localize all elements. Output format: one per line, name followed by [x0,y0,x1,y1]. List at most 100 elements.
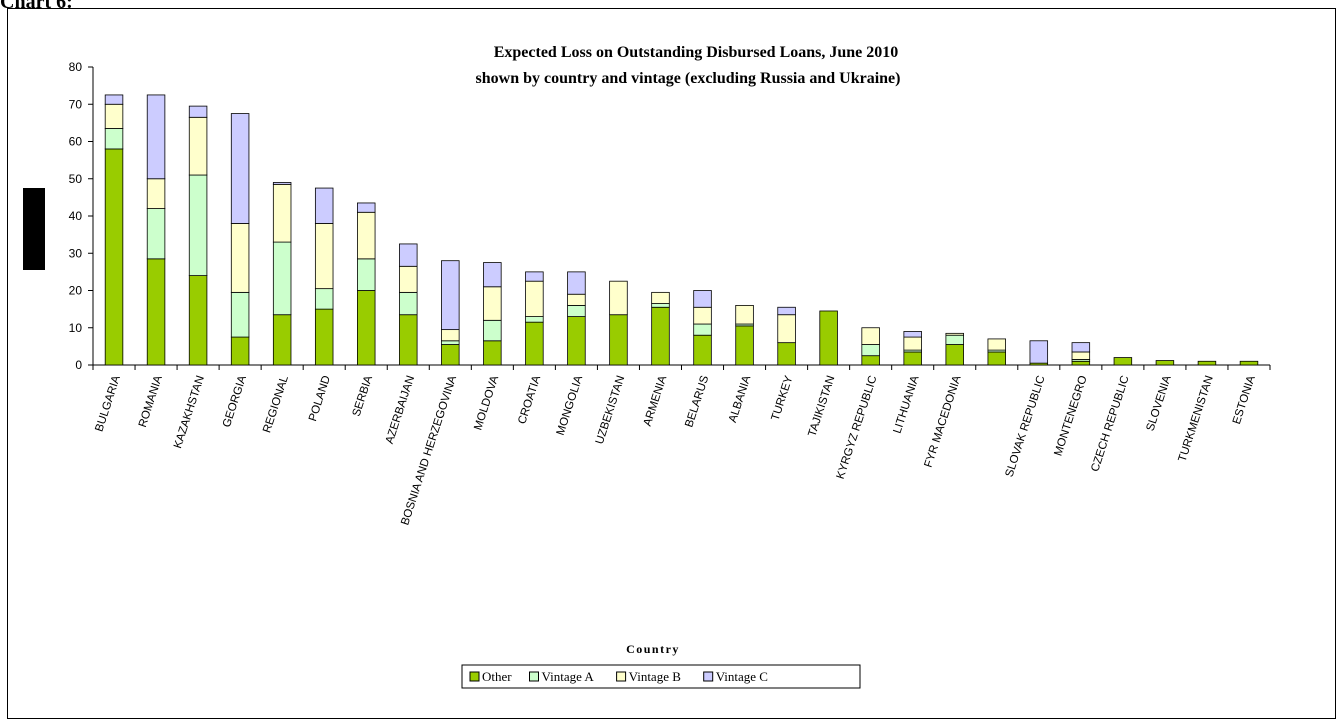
legend-label: Vintage A [542,669,595,684]
bar-segment-vintage-c [567,271,586,295]
bar-segment-vintage-b [945,332,964,336]
bar-segment-other [1071,360,1091,366]
x-tick-label: ROMANIA [137,374,165,429]
bar-segment-vintage-b [567,293,586,306]
x-tick-label: TURKMENISTAN [1177,374,1216,463]
bar-segment-vintage-a [567,304,586,317]
page-heading: Chart 6: [0,0,73,13]
x-tick-label: SLOVAK REPUBLIC [1004,374,1048,478]
bar-segment-other [399,314,418,366]
x-tick-label: TAJIKISTAN [806,374,837,438]
x-tick-label: UZBEKISTAN [594,374,627,446]
x-tick-label: CZECH REPUBLIC [1089,374,1131,473]
x-tick-label: MOLDOVA [472,374,501,432]
bar-segment-vintage-b [693,306,712,325]
plot-area: 0 10 20 30 40 50 60 70 80 BULGARIA ROMANIA KAZAKHST… [69,60,1271,527]
chart-frame: Expected Loss on Outstanding Disbursed L… [7,8,1336,719]
bar-segment-vintage-c [272,182,292,185]
bar-segment-vintage-a [357,258,376,291]
bar-segment-vintage-a [483,319,502,342]
bar-segment-vintage-b [399,265,418,293]
bar-segment-vintage-a [945,334,964,345]
x-tick-label: MONGOLIA [555,374,586,437]
bar-segment-other [987,351,1006,366]
bar-segment-vintage-c [188,105,208,118]
bar-segment-other [1155,360,1175,366]
bar-segment-vintage-b [609,280,628,316]
bar-segment-vintage-b [146,178,166,209]
bar-segment-other [819,310,838,366]
bar-segment-vintage-a [399,291,418,316]
x-tick-label: ESTONIA [1231,374,1258,426]
bar-segment-other [609,314,628,366]
bar-segment-vintage-a [525,316,544,323]
bar-segment-vintage-a [651,303,670,308]
bar-segment-vintage-b [735,304,754,325]
bar-segment-vintage-a [314,288,334,310]
x-tick-label: SLOVENIA [1145,374,1174,433]
bar-segment-vintage-b [314,223,334,290]
bar-segment-vintage-c [357,202,376,213]
bar-segment-other [483,340,502,366]
bar-segment-other [357,290,376,366]
y-tick-label: 70 [69,97,83,111]
bar-segment-vintage-c [693,290,712,308]
x-tick-label: ALBANIA [727,374,754,424]
y-tick-label: 60 [69,135,83,149]
x-tick-label: TURKEY [770,374,796,422]
bar-segment-vintage-a [693,323,712,336]
bar-segment-other [693,334,712,366]
bar-segment-vintage-a [146,208,166,260]
bar-segment-other [441,344,460,366]
bar-segment-vintage-b [1071,351,1091,360]
y-tick-label: 10 [69,321,83,335]
bar-segment-vintage-b [525,280,544,317]
chart-subtitle: shown by country and vintage (excluding … [476,70,901,87]
bar-segment-vintage-c [314,187,334,224]
x-tick-label: REGIONAL [261,374,291,435]
x-tick-label: LITHUANIA [892,374,922,435]
bar-segment-other [1113,357,1133,366]
x-tick-label: POLAND [307,374,333,423]
bar-segment-vintage-a [272,241,292,316]
bar-segment-other [104,148,124,366]
y-tick-label: 80 [69,60,83,74]
bar-segment-vintage-b [987,338,1006,351]
legend-box [461,664,861,689]
x-tick-label: GEORGIA [221,374,249,429]
bar-segment-other [903,351,922,366]
bar-segment-other [188,275,208,366]
bar-segment-vintage-c [777,306,796,316]
legend-label: Other [482,669,512,684]
bar-segment-vintage-b [272,183,292,243]
legend-label: Vintage B [629,669,682,684]
chart-title: Expected Loss on Outstanding Disbursed L… [494,44,899,61]
bar-segment-vintage-b [104,103,124,129]
bar-segment-other [945,344,964,366]
bar-segment-other [272,314,292,366]
bar-segment-other [230,336,250,366]
bar-segment-vintage-c [441,260,460,331]
bar-segment-vintage-c [525,271,544,282]
x-tick-label: MONTENEGRO [1052,374,1089,457]
x-tick-label: KAZAKHSTAN [172,374,207,450]
y-tick-label: 50 [69,172,83,186]
x-tick-label: KYRGYZ REPUBLIC [835,374,880,480]
bar-segment-vintage-a [104,128,124,150]
bar-segment-vintage-b [230,223,250,293]
stacked-bar-chart: Expected Loss on Outstanding Disbursed L… [69,44,1271,689]
bar-segment-vintage-a [861,344,880,357]
bar-segment-vintage-b [188,116,208,176]
bar-segment-vintage-b [651,291,670,304]
bar-segment-vintage-c [1029,340,1049,364]
bar-segment-vintage-c [104,94,124,105]
x-tick-label: SERBIA [351,374,376,418]
y-tick-label: 40 [69,209,83,223]
y-tick-label: 20 [69,284,83,298]
x-tick-label: AZERBAIJAN [384,374,417,445]
bar-segment-vintage-a [441,340,460,345]
bar-segment-other [735,325,754,366]
x-tick-label: ARMENIA [642,374,670,428]
legend-swatch [469,671,480,682]
legend-swatch [616,671,627,682]
